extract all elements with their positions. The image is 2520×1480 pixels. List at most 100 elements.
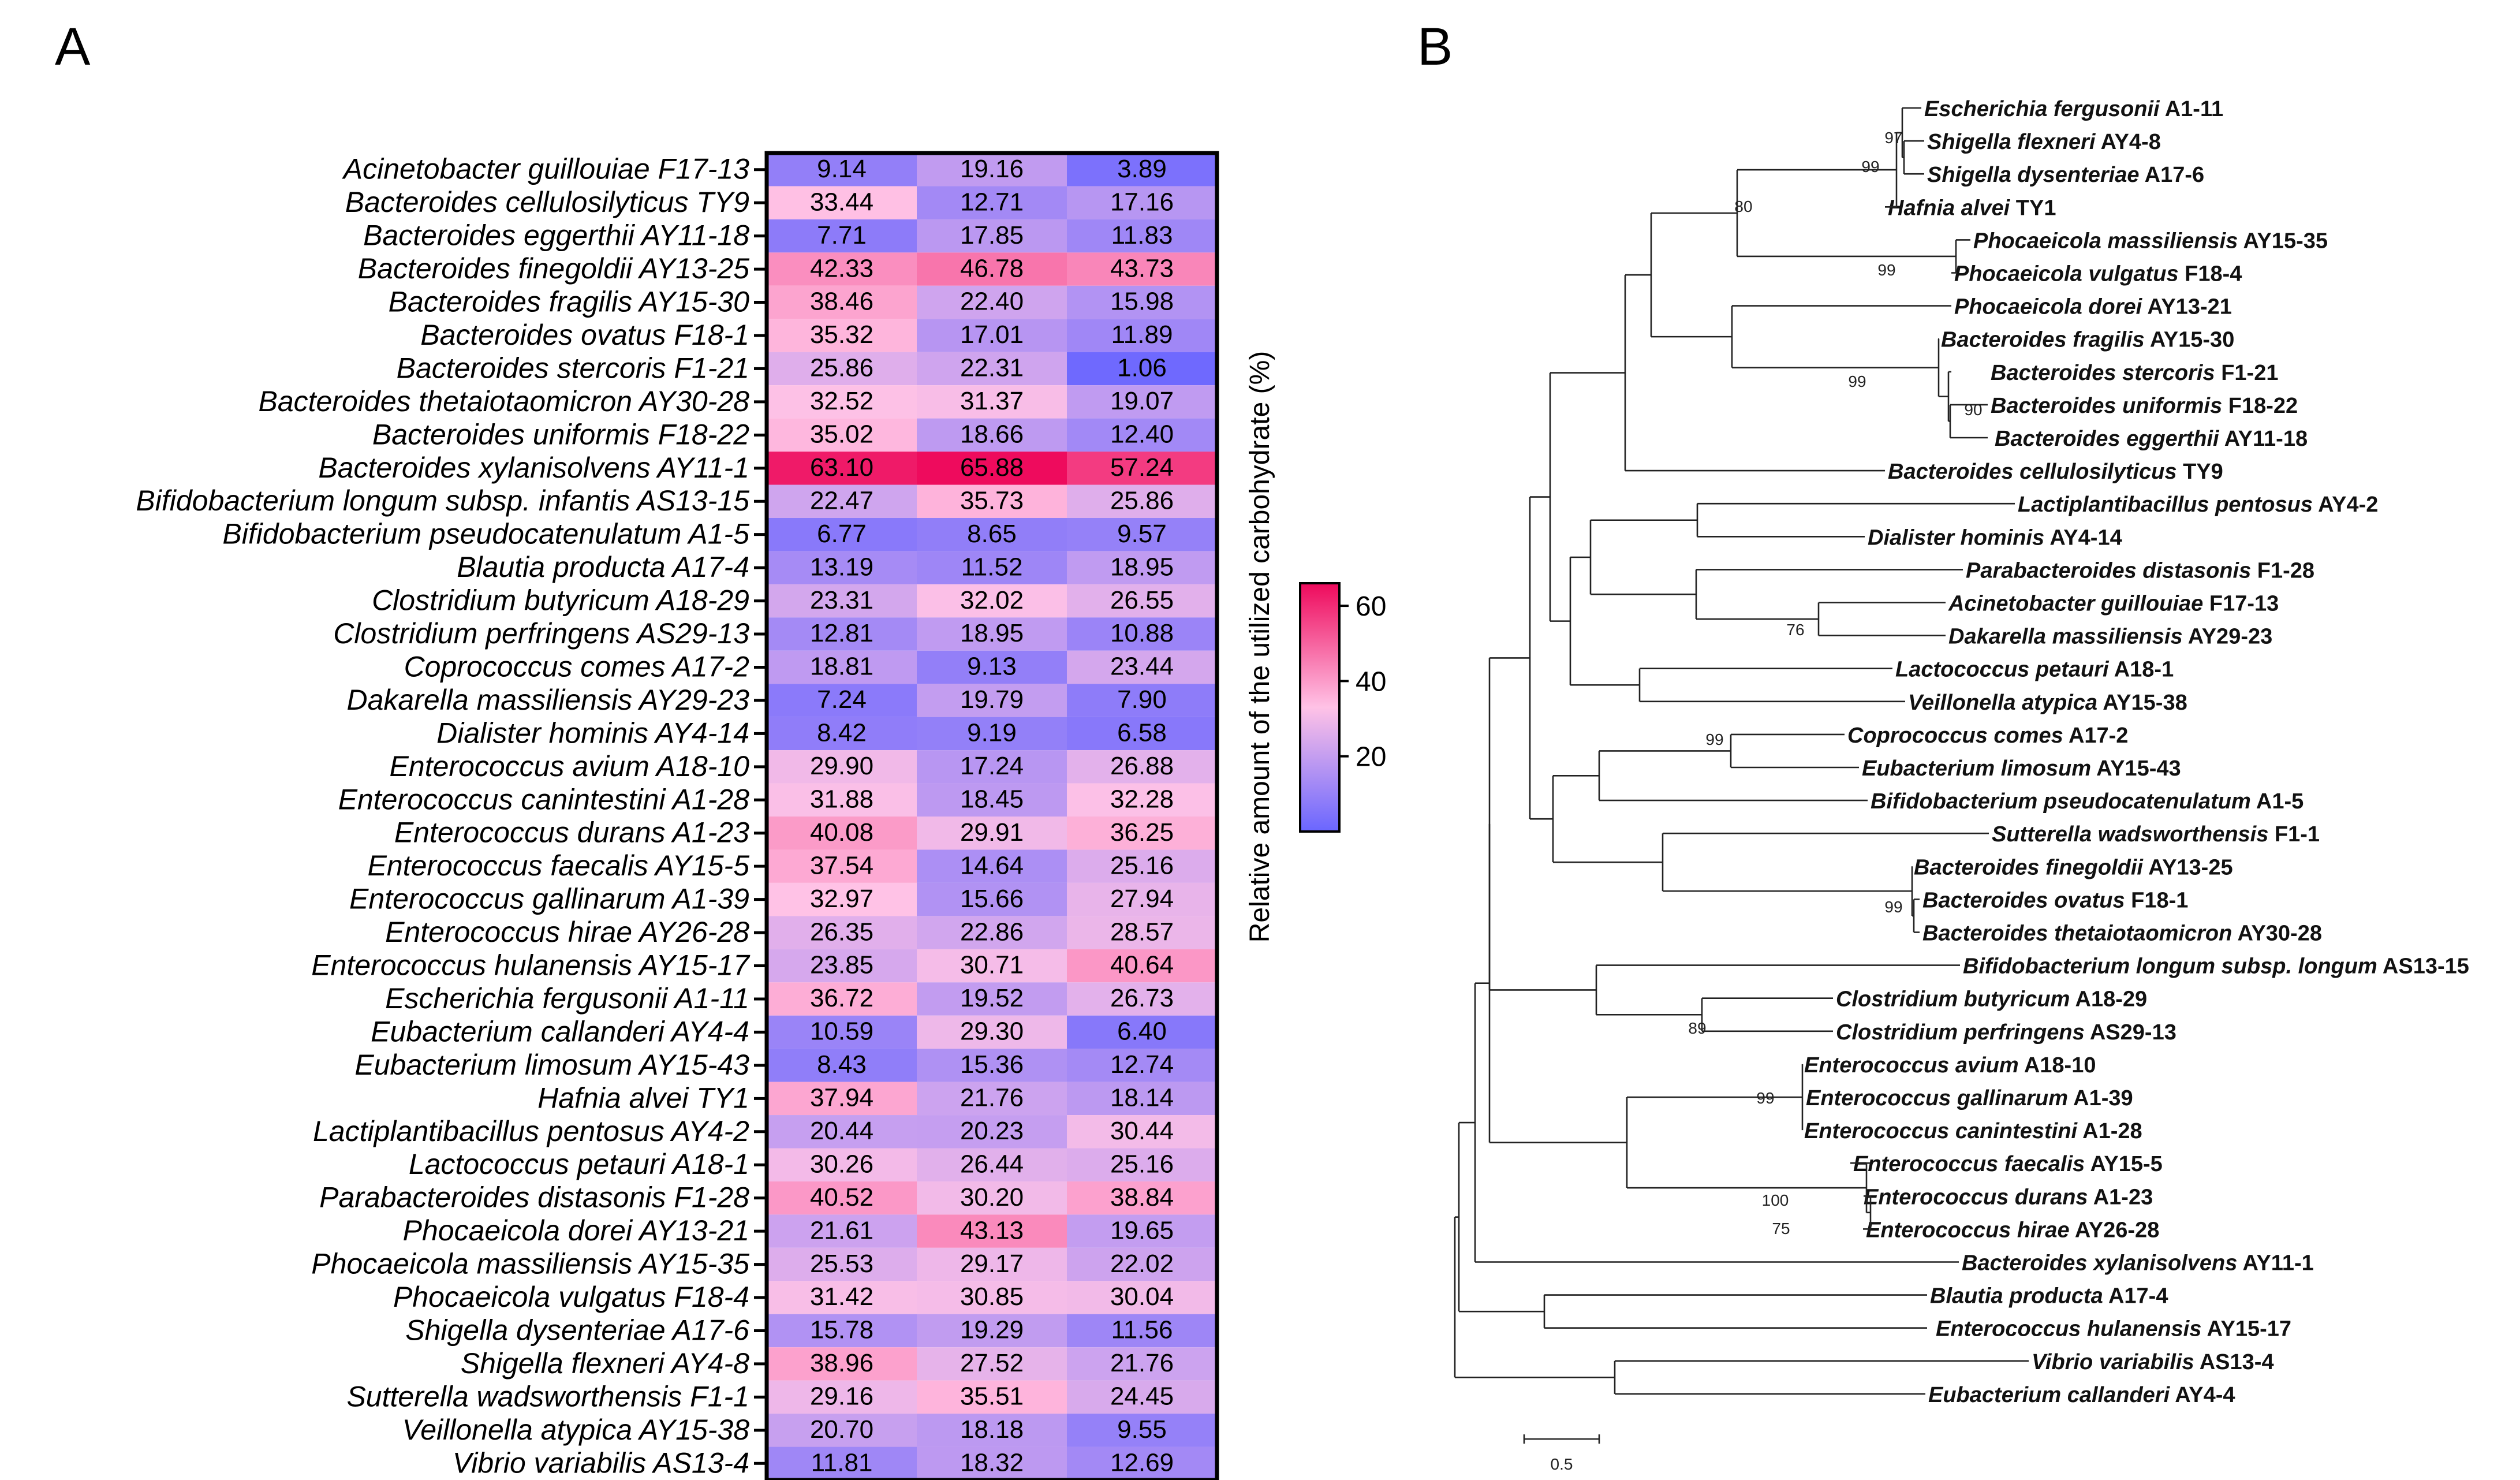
heatmap-cell (917, 882, 1067, 916)
heatmap-cell (767, 418, 917, 452)
heatmap-cell (917, 650, 1067, 684)
heatmap: 9.14 19.16 3.89 33.44 12.71 17.16 7.71 17.85 11.… (136, 151, 1219, 1480)
row-label: Veillonella atypica AY15-38 (402, 1414, 749, 1446)
heatmap-cell (1067, 949, 1217, 983)
cell-value: 42.33 (810, 254, 873, 282)
cell-value: 19.29 (960, 1316, 1024, 1344)
panel-b-label: B (1417, 17, 1453, 76)
colorbar-tick-label: 20 (1356, 742, 1386, 773)
cell-value: 22.86 (960, 918, 1024, 946)
cell-value: 25.86 (810, 354, 873, 382)
heatmap-frame (764, 151, 1219, 1480)
heatmap-cell (1067, 1015, 1217, 1049)
heatmap-cell (767, 1347, 917, 1381)
cell-value: 38.46 (810, 288, 873, 316)
heatmap-cell (767, 1281, 917, 1314)
heatmap-cell (1067, 817, 1217, 850)
heatmap-cell (767, 1447, 917, 1480)
tree-leaf-label: Bacteroides ovatus F18-1 (1922, 888, 2188, 912)
cell-value: 33.44 (810, 188, 873, 216)
heatmap-cell (917, 1247, 1067, 1281)
cell-value: 17.16 (1110, 188, 1174, 216)
row-label: Dakarella massiliensis AY29-23 (346, 684, 749, 716)
heatmap-cell (1067, 750, 1217, 784)
heatmap-cell (917, 916, 1067, 949)
cell-value: 23.85 (810, 951, 873, 979)
cell-value: 28.57 (1110, 918, 1174, 946)
colorbar-tick-label: 60 (1356, 591, 1386, 622)
heatmap-cell (767, 982, 917, 1016)
heatmap-cell (1067, 1049, 1217, 1082)
cell-value: 19.79 (960, 685, 1024, 714)
tree-leaf-label: Eubacterium limosum AY15-43 (1862, 756, 2181, 781)
cell-value: 27.52 (960, 1349, 1024, 1377)
cell-value: 10.88 (1110, 619, 1174, 647)
cell-value: 12.69 (1110, 1448, 1174, 1477)
heatmap-cell (917, 849, 1067, 883)
heatmap-cell (917, 252, 1067, 286)
heatmap-cell (917, 452, 1067, 485)
cell-value: 7.90 (1117, 685, 1167, 714)
cell-value: 18.45 (960, 785, 1024, 813)
cell-value: 27.94 (1110, 885, 1174, 913)
heatmap-cell (767, 452, 917, 485)
cell-value: 24.45 (1110, 1382, 1174, 1411)
heatmap-cell (767, 617, 917, 651)
heatmap-cell (1067, 517, 1217, 551)
heatmap-cell (767, 1314, 917, 1348)
cell-value: 38.84 (1110, 1183, 1174, 1211)
cell-value: 19.52 (960, 984, 1024, 1012)
cell-value: 35.32 (810, 320, 873, 349)
heatmap-cell (917, 1049, 1067, 1082)
tree-leaf-label: Bacteroides eggerthii AY11-18 (1995, 427, 2308, 451)
cell-value: 9.55 (1117, 1415, 1167, 1444)
heatmap-cell (917, 418, 1067, 452)
heatmap-cell (1067, 1247, 1217, 1281)
cell-value: 9.14 (817, 155, 867, 183)
cell-value: 18.66 (960, 420, 1024, 449)
cell-value: 35.73 (960, 486, 1024, 515)
heatmap-cell (917, 684, 1067, 717)
row-label: Bacteroides cellulosilyticus TY9 (345, 186, 749, 218)
cell-value: 29.91 (960, 818, 1024, 847)
cell-value: 10.59 (810, 1017, 873, 1046)
tree-leaf-label: Sutterella wadsworthensis F1-1 (1992, 822, 2320, 847)
cell-value: 20.23 (960, 1117, 1024, 1145)
cell-value: 22.47 (810, 486, 873, 515)
heatmap-cell (1067, 982, 1217, 1016)
tree-leaf-label: Bacteroides thetaiotaomicron AY30-28 (1922, 922, 2322, 946)
tree-leaf-label: Coprococcus comes A17-2 (1847, 724, 2128, 748)
tree-leaf-label: Vibrio variabilis AS13-4 (2032, 1350, 2274, 1374)
heatmap-cell (767, 584, 917, 618)
cell-value: 37.54 (810, 851, 873, 879)
heatmap-cell (917, 817, 1067, 850)
heatmap-cell (917, 1281, 1067, 1314)
heatmap-cell (767, 252, 917, 286)
heatmap-cell (1067, 352, 1217, 386)
row-label: Clostridium butyricum A18-29 (372, 584, 749, 617)
heatmap-cell (917, 1082, 1067, 1116)
heatmap-cell (917, 1214, 1067, 1248)
row-label: Clostridium perfringens AS29-13 (333, 617, 749, 650)
cell-value: 30.26 (810, 1150, 873, 1178)
row-label: Dialister hominis AY4-14 (436, 717, 749, 749)
cell-value: 31.88 (810, 785, 873, 813)
heatmap-cell (1067, 1347, 1217, 1381)
cell-value: 8.43 (817, 1050, 867, 1079)
tree-leaf-label: Enterococcus gallinarum A1-39 (1806, 1086, 2133, 1110)
cell-value: 15.98 (1110, 288, 1174, 316)
heatmap-cell (767, 551, 917, 584)
tree-leaf-label: Clostridium butyricum A18-29 (1836, 987, 2147, 1012)
heatmap-cell (917, 385, 1067, 419)
heatmap-cell (917, 186, 1067, 219)
row-label: Phocaeicola massiliensis AY15-35 (311, 1248, 749, 1280)
cell-value: 37.94 (810, 1084, 873, 1112)
tree-leaf-label: Enterococcus hulanensis AY15-17 (1936, 1317, 2291, 1341)
bootstrap-value: 76 (1786, 621, 1804, 639)
tree-leaf-label: Bacteroides fragilis AY15-30 (1941, 328, 2234, 352)
heatmap-cell (917, 1347, 1067, 1381)
row-label: Escherichia fergusonii A1-11 (385, 982, 749, 1015)
cell-value: 18.81 (810, 653, 873, 681)
heatmap-cell (767, 783, 917, 817)
